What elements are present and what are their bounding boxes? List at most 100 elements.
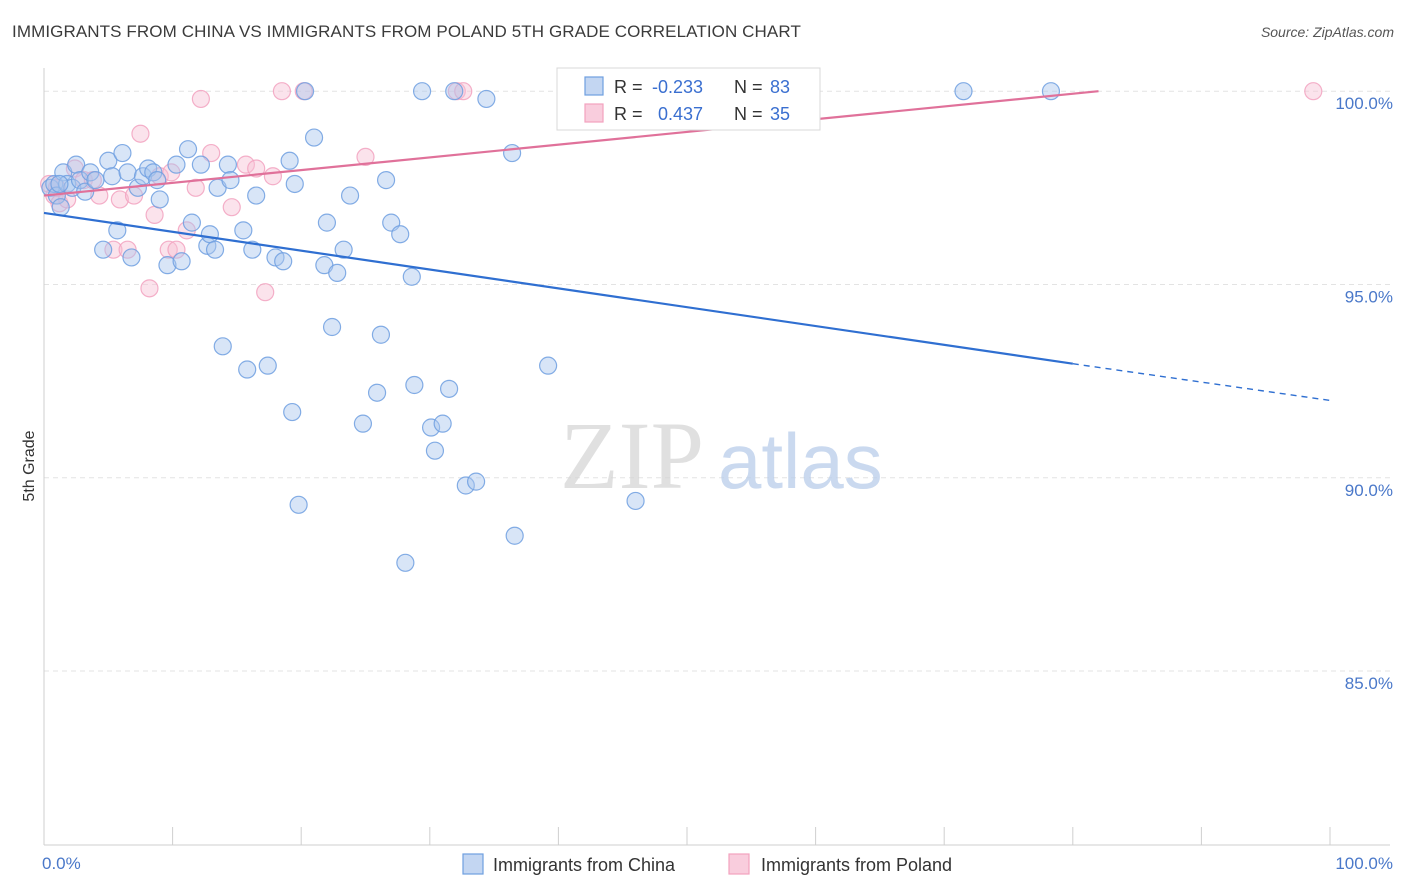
point-poland-12 [131, 124, 150, 143]
stats-r-value-poland: 0.437 [658, 104, 703, 124]
point-china-62 [391, 225, 410, 244]
point-poland-8 [104, 240, 123, 259]
point-china-52 [317, 213, 337, 232]
point-poland-26 [256, 283, 275, 302]
legend-swatch-china [462, 853, 484, 875]
legend-label-china: Immigrants from China [493, 855, 676, 875]
point-china-69 [433, 414, 452, 433]
point-china-54 [328, 263, 347, 282]
stats-swatch-china [584, 76, 604, 96]
point-china-30 [191, 155, 210, 174]
point-china-18 [122, 248, 141, 267]
stats-r-value-china: -0.233 [652, 77, 703, 97]
point-china-32 [200, 225, 219, 244]
point-china-41 [247, 186, 266, 205]
point-china-73 [466, 472, 486, 491]
point-china-11 [86, 171, 105, 190]
chart-title: IMMIGRANTS FROM CHINA VS IMMIGRANTS FROM… [12, 22, 801, 41]
stats-n-value-china: 83 [770, 77, 790, 97]
point-china-65 [405, 375, 424, 395]
point-poland-27 [263, 167, 283, 186]
point-china-15 [108, 221, 127, 240]
point-china-25 [158, 256, 177, 275]
point-china-47 [285, 174, 304, 194]
stats-r-label-poland: R = [614, 104, 643, 124]
point-poland-30 [356, 147, 375, 167]
point-china-38 [234, 221, 253, 240]
point-china-24 [150, 190, 169, 209]
y-tick-label-2: 90.0% [1345, 481, 1393, 500]
point-china-58 [367, 383, 387, 402]
point-china-64 [402, 267, 421, 286]
point-china-16 [113, 143, 132, 163]
y-tick-label-3: 85.0% [1345, 674, 1393, 693]
point-china-63 [396, 553, 415, 572]
point-china-66 [412, 82, 432, 101]
trend-lines [43, 90, 1331, 402]
trend-line-china-extension [1072, 363, 1331, 402]
point-china-74 [477, 89, 496, 109]
point-poland-33 [1304, 82, 1323, 101]
point-china-72 [456, 476, 475, 495]
point-china-44 [274, 252, 293, 271]
point-china-68 [425, 441, 445, 460]
point-china-55 [334, 240, 353, 259]
point-china-56 [340, 186, 360, 205]
x-tick-label-0: 0.0% [42, 854, 81, 873]
x-tick-labels: 0.0% 100.0% [42, 854, 1393, 873]
legend-label-poland: Immigrants from Poland [761, 855, 952, 875]
point-china-40 [243, 240, 262, 259]
point-china-77 [539, 356, 558, 375]
point-china-39 [238, 360, 257, 379]
point-poland-24 [236, 155, 256, 174]
point-china-82 [50, 174, 69, 194]
watermark-zip: ZIP [560, 402, 704, 509]
point-china-3 [51, 198, 70, 217]
point-china-46 [283, 402, 302, 422]
point-china-57 [353, 414, 373, 433]
point-china-75 [503, 143, 522, 163]
point-poland-22 [202, 143, 221, 163]
point-poland-9 [110, 190, 129, 209]
point-china-14 [103, 167, 122, 186]
series-china-points [41, 82, 1061, 572]
point-china-71 [445, 82, 464, 101]
point-china-50 [304, 128, 324, 147]
point-china-12 [94, 240, 113, 259]
point-china-70 [439, 379, 459, 398]
point-poland-20 [186, 178, 205, 197]
bottom-legend: Immigrants from China Immigrants from Po… [462, 853, 952, 875]
stats-n-label-china: N = [734, 77, 763, 97]
point-china-59 [371, 325, 391, 344]
point-poland-18 [167, 240, 186, 259]
point-poland-23 [222, 198, 241, 217]
source-label: Source: ZipAtlas.com [1260, 24, 1394, 40]
stats-n-label-poland: N = [734, 104, 763, 124]
point-china-35 [213, 337, 232, 356]
stats-swatch-poland [584, 103, 604, 123]
point-china-49 [295, 82, 315, 101]
point-china-36 [218, 155, 237, 174]
y-tick-label-0: 100.0% [1335, 94, 1393, 113]
point-china-37 [221, 171, 240, 190]
point-china-28 [178, 140, 198, 159]
trend-line-china [43, 211, 1073, 365]
point-poland-21 [191, 89, 210, 109]
point-poland-25 [247, 159, 266, 178]
stats-r-label-china: R = [614, 77, 643, 97]
point-poland-16 [159, 240, 178, 259]
y-tick-label-1: 95.0% [1345, 287, 1393, 306]
watermark-atlas: atlas [718, 417, 883, 505]
point-poland-28 [272, 82, 292, 101]
y-tick-labels: 100.0% 95.0% 90.0% 85.0% [1335, 94, 1393, 693]
point-poland-14 [145, 205, 164, 224]
point-china-27 [172, 252, 191, 271]
point-china-17 [118, 163, 137, 182]
point-china-42 [258, 356, 277, 375]
stats-legend: R = -0.233 N = 83 R = 0.437 N = 35 [556, 67, 821, 131]
point-china-48 [289, 495, 308, 514]
point-china-76 [505, 526, 524, 545]
y-axis-label: 5th Grade [21, 430, 38, 501]
grid-lines [44, 90, 1390, 672]
point-china-29 [182, 213, 201, 232]
